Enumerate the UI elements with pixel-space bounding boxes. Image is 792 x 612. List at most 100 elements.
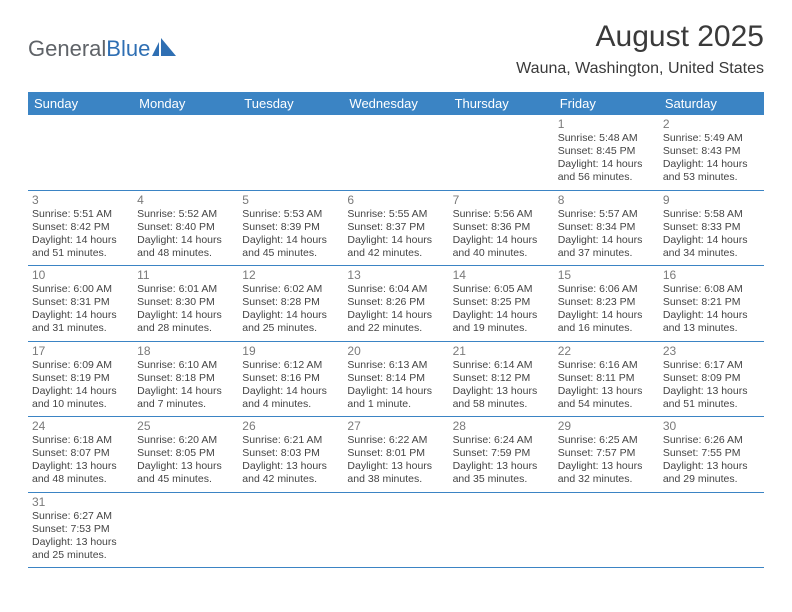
sunrise-text: Sunrise: 6:05 AM [453, 283, 550, 296]
day-cell: 26Sunrise: 6:21 AMSunset: 8:03 PMDayligh… [238, 417, 343, 492]
day-number: 27 [347, 419, 444, 433]
sunrise-text: Sunrise: 6:09 AM [32, 359, 129, 372]
sunset-text: Sunset: 8:21 PM [663, 296, 760, 309]
day-number: 10 [32, 268, 129, 282]
day-cell: 28Sunrise: 6:24 AMSunset: 7:59 PMDayligh… [449, 417, 554, 492]
sunset-text: Sunset: 8:39 PM [242, 221, 339, 234]
day-number: 17 [32, 344, 129, 358]
day-cell: 13Sunrise: 6:04 AMSunset: 8:26 PMDayligh… [343, 266, 448, 341]
daylight-text: and 51 minutes. [663, 398, 760, 411]
weekday-label: Sunday [28, 92, 133, 115]
day-number: 5 [242, 193, 339, 207]
day-cell: 17Sunrise: 6:09 AMSunset: 8:19 PMDayligh… [28, 342, 133, 417]
day-number: 13 [347, 268, 444, 282]
daylight-text: Daylight: 14 hours [663, 234, 760, 247]
day-number: 30 [663, 419, 760, 433]
daylight-text: and 35 minutes. [453, 473, 550, 486]
daylight-text: Daylight: 14 hours [242, 234, 339, 247]
weekday-label: Saturday [659, 92, 764, 115]
day-number: 19 [242, 344, 339, 358]
sunset-text: Sunset: 8:30 PM [137, 296, 234, 309]
sunrise-text: Sunrise: 6:01 AM [137, 283, 234, 296]
day-number: 16 [663, 268, 760, 282]
daylight-text: Daylight: 14 hours [663, 309, 760, 322]
daylight-text: Daylight: 13 hours [663, 460, 760, 473]
sunset-text: Sunset: 8:05 PM [137, 447, 234, 460]
daylight-text: Daylight: 13 hours [663, 385, 760, 398]
day-number: 1 [558, 117, 655, 131]
day-cell: 2Sunrise: 5:49 AMSunset: 8:43 PMDaylight… [659, 115, 764, 190]
day-cell: 11Sunrise: 6:01 AMSunset: 8:30 PMDayligh… [133, 266, 238, 341]
page-header: August 2025 Wauna, Washington, United St… [516, 20, 764, 78]
daylight-text: and 42 minutes. [242, 473, 339, 486]
sunset-text: Sunset: 8:33 PM [663, 221, 760, 234]
day-number: 15 [558, 268, 655, 282]
daylight-text: and 48 minutes. [32, 473, 129, 486]
sunset-text: Sunset: 8:36 PM [453, 221, 550, 234]
day-cell: 12Sunrise: 6:02 AMSunset: 8:28 PMDayligh… [238, 266, 343, 341]
sunrise-text: Sunrise: 5:53 AM [242, 208, 339, 221]
daylight-text: and 53 minutes. [663, 171, 760, 184]
sunrise-text: Sunrise: 6:08 AM [663, 283, 760, 296]
day-number: 28 [453, 419, 550, 433]
daylight-text: Daylight: 14 hours [32, 234, 129, 247]
daylight-text: Daylight: 14 hours [663, 158, 760, 171]
weekday-label: Friday [554, 92, 659, 115]
sunrise-text: Sunrise: 5:58 AM [663, 208, 760, 221]
week-row: 10Sunrise: 6:00 AMSunset: 8:31 PMDayligh… [28, 266, 764, 342]
sunrise-text: Sunrise: 6:06 AM [558, 283, 655, 296]
sunset-text: Sunset: 7:53 PM [32, 523, 129, 536]
daylight-text: Daylight: 14 hours [32, 385, 129, 398]
daylight-text: Daylight: 14 hours [137, 309, 234, 322]
day-cell [133, 115, 238, 190]
daylight-text: and 25 minutes. [32, 549, 129, 562]
sunrise-text: Sunrise: 6:10 AM [137, 359, 234, 372]
daylight-text: and 32 minutes. [558, 473, 655, 486]
day-cell: 20Sunrise: 6:13 AMSunset: 8:14 PMDayligh… [343, 342, 448, 417]
day-cell: 15Sunrise: 6:06 AMSunset: 8:23 PMDayligh… [554, 266, 659, 341]
day-number: 9 [663, 193, 760, 207]
week-row: 31Sunrise: 6:27 AMSunset: 7:53 PMDayligh… [28, 493, 764, 569]
day-cell [554, 493, 659, 568]
sunrise-text: Sunrise: 6:21 AM [242, 434, 339, 447]
day-cell: 8Sunrise: 5:57 AMSunset: 8:34 PMDaylight… [554, 191, 659, 266]
day-number: 20 [347, 344, 444, 358]
daylight-text: and 45 minutes. [137, 473, 234, 486]
brand-part1: General [28, 36, 106, 62]
weekday-label: Monday [133, 92, 238, 115]
sunset-text: Sunset: 8:28 PM [242, 296, 339, 309]
sunrise-text: Sunrise: 5:49 AM [663, 132, 760, 145]
daylight-text: Daylight: 13 hours [453, 385, 550, 398]
daylight-text: and 19 minutes. [453, 322, 550, 335]
daylight-text: and 54 minutes. [558, 398, 655, 411]
daylight-text: and 31 minutes. [32, 322, 129, 335]
sunset-text: Sunset: 8:09 PM [663, 372, 760, 385]
daylight-text: and 37 minutes. [558, 247, 655, 260]
sunset-text: Sunset: 8:26 PM [347, 296, 444, 309]
sunset-text: Sunset: 8:16 PM [242, 372, 339, 385]
weekday-label: Wednesday [343, 92, 448, 115]
day-cell: 10Sunrise: 6:00 AMSunset: 8:31 PMDayligh… [28, 266, 133, 341]
day-cell: 4Sunrise: 5:52 AMSunset: 8:40 PMDaylight… [133, 191, 238, 266]
sunrise-text: Sunrise: 6:25 AM [558, 434, 655, 447]
daylight-text: and 42 minutes. [347, 247, 444, 260]
daylight-text: and 58 minutes. [453, 398, 550, 411]
daylight-text: Daylight: 14 hours [453, 309, 550, 322]
week-row: 3Sunrise: 5:51 AMSunset: 8:42 PMDaylight… [28, 191, 764, 267]
daylight-text: Daylight: 14 hours [347, 234, 444, 247]
sunrise-text: Sunrise: 6:17 AM [663, 359, 760, 372]
sunrise-text: Sunrise: 6:18 AM [32, 434, 129, 447]
sunset-text: Sunset: 8:45 PM [558, 145, 655, 158]
daylight-text: and 45 minutes. [242, 247, 339, 260]
sunset-text: Sunset: 8:25 PM [453, 296, 550, 309]
day-cell: 18Sunrise: 6:10 AMSunset: 8:18 PMDayligh… [133, 342, 238, 417]
sunset-text: Sunset: 7:57 PM [558, 447, 655, 460]
sunrise-text: Sunrise: 6:13 AM [347, 359, 444, 372]
sunrise-text: Sunrise: 5:55 AM [347, 208, 444, 221]
month-title: August 2025 [516, 20, 764, 54]
day-cell: 1Sunrise: 5:48 AMSunset: 8:45 PMDaylight… [554, 115, 659, 190]
daylight-text: and 10 minutes. [32, 398, 129, 411]
sunrise-text: Sunrise: 5:56 AM [453, 208, 550, 221]
day-number: 21 [453, 344, 550, 358]
daylight-text: and 4 minutes. [242, 398, 339, 411]
